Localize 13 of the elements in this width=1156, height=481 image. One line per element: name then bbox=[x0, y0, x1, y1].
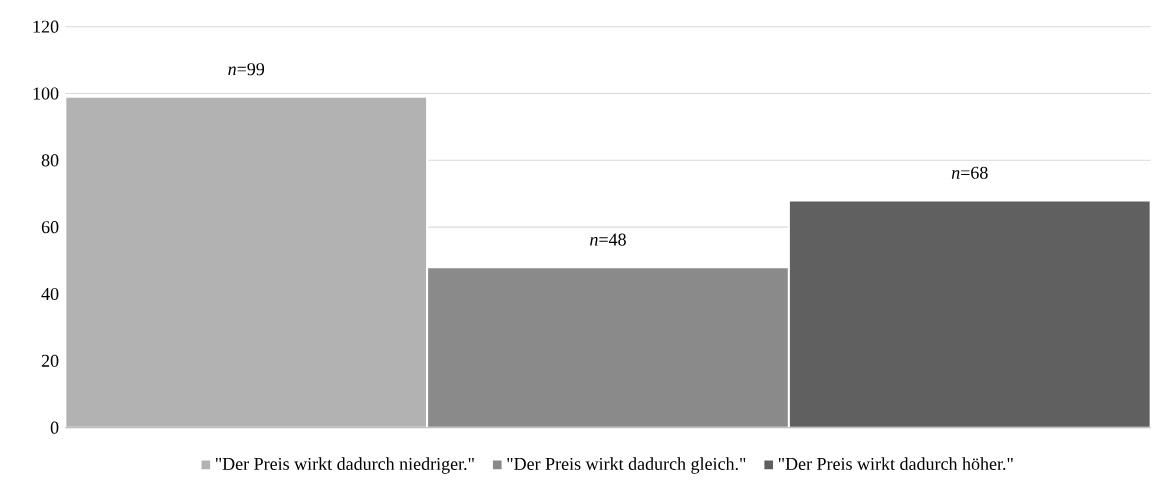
legend-label: "Der Preis wirkt dadurch höher." bbox=[778, 457, 1013, 471]
y-tick-label: 100 bbox=[33, 87, 59, 100]
y-tick-label: 120 bbox=[33, 20, 59, 33]
legend-label: "Der Preis wirkt dadurch gleich." bbox=[507, 457, 746, 474]
y-tick-label: 60 bbox=[41, 221, 59, 234]
y-tick-label: 20 bbox=[41, 354, 59, 367]
data-label: n=99 bbox=[228, 63, 265, 76]
data-label: n=68 bbox=[951, 166, 988, 179]
y-tick-label: 40 bbox=[41, 287, 59, 301]
legend-label: "Der Preis wirkt dadurch niedriger." bbox=[215, 457, 474, 474]
data-label: n=48 bbox=[590, 233, 626, 246]
y-tick-label: 0 bbox=[50, 421, 59, 434]
y-tick-label: 80 bbox=[41, 154, 59, 167]
